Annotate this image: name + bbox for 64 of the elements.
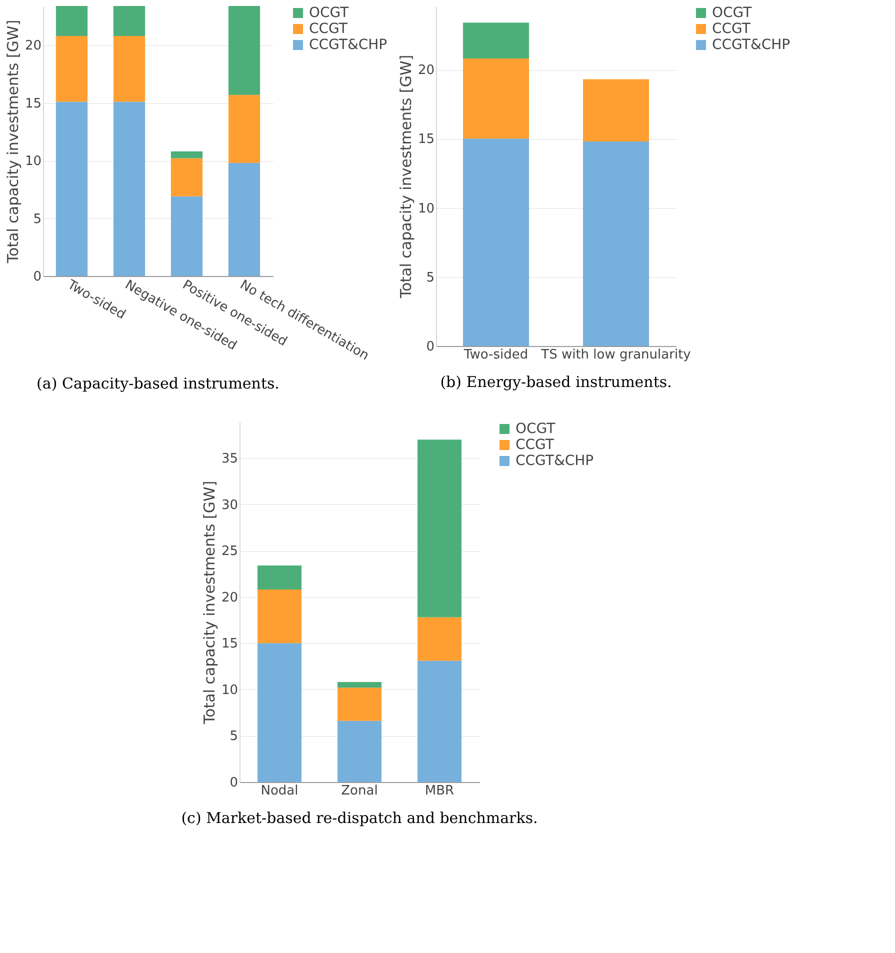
bar	[338, 720, 382, 782]
y-tick-label: 20	[418, 63, 434, 78]
legend-label: CCGT&CHP	[309, 37, 388, 53]
bar	[170, 158, 203, 196]
bar	[170, 196, 203, 276]
bar	[56, 102, 88, 276]
y-axis-title: Total capacity investments [GW]	[200, 480, 218, 726]
bar	[418, 660, 462, 782]
bar	[463, 138, 529, 346]
x-tick-label: Zonal	[341, 784, 378, 798]
bar	[113, 102, 146, 276]
y-tick-label: 10	[221, 682, 238, 698]
text: (a) Capacity-based instruments.	[36, 374, 280, 392]
y-tick-label: 0	[230, 776, 238, 790]
y-tick-label: 15	[24, 96, 42, 112]
legend-label: CCGT	[712, 21, 751, 37]
x-tick-label: MBR	[424, 784, 454, 798]
legend-label: OCGT	[712, 5, 752, 21]
bar	[463, 58, 529, 139]
bar	[170, 151, 203, 158]
bar	[258, 565, 302, 590]
y-tick-label: 15	[418, 132, 434, 148]
bar	[418, 440, 462, 618]
y-tick-label: 25	[221, 544, 238, 560]
bar	[583, 79, 649, 142]
bar	[228, 94, 260, 163]
y-tick-label: 20	[221, 590, 238, 606]
y-tick-label: 35	[221, 452, 238, 467]
y-tick-label: 10	[24, 154, 42, 170]
legend-label: CCGT	[309, 21, 348, 37]
y-tick-label: 0	[33, 270, 42, 284]
y-axis-title: Total capacity investments [GW]	[4, 20, 22, 264]
y-tick-label: 5	[230, 729, 238, 744]
bar	[258, 590, 302, 644]
bar	[338, 688, 382, 721]
bar	[56, 6, 88, 36]
legend-label: CCGT	[516, 437, 554, 453]
legend-label: OCGT	[516, 421, 556, 437]
legend-label: CCGT&CHP	[712, 37, 790, 53]
x-tick-label: TS with low granularity	[540, 348, 692, 362]
y-tick-label: 5	[33, 212, 42, 227]
bar	[113, 36, 146, 102]
text: (b) Energy-based instruments.	[440, 373, 672, 391]
bar	[228, 162, 260, 276]
bar	[258, 643, 302, 782]
bar	[338, 682, 382, 688]
x-tick-label: Nodal	[260, 784, 298, 798]
bar	[418, 617, 462, 661]
legend-label: CCGT&CHP	[516, 453, 594, 469]
bar	[463, 22, 529, 59]
bar	[583, 141, 649, 346]
bar	[113, 6, 146, 36]
y-tick-label: 30	[221, 498, 238, 513]
y-tick-label: 5	[426, 270, 434, 286]
y-tick-label: 20	[24, 38, 42, 54]
x-tick-label: Two-sided	[462, 348, 528, 362]
y-tick-label: 0	[426, 340, 434, 354]
y-tick-label: 15	[221, 636, 238, 652]
y-axis-title: Total capacity investments [GW]	[396, 54, 415, 300]
y-tick-label: 10	[418, 201, 434, 216]
bar	[56, 36, 88, 102]
legend-label: OCGT	[309, 5, 350, 21]
bar	[228, 6, 260, 95]
text: (c) Market-based re-dispatch and benchmarks.	[181, 809, 538, 827]
